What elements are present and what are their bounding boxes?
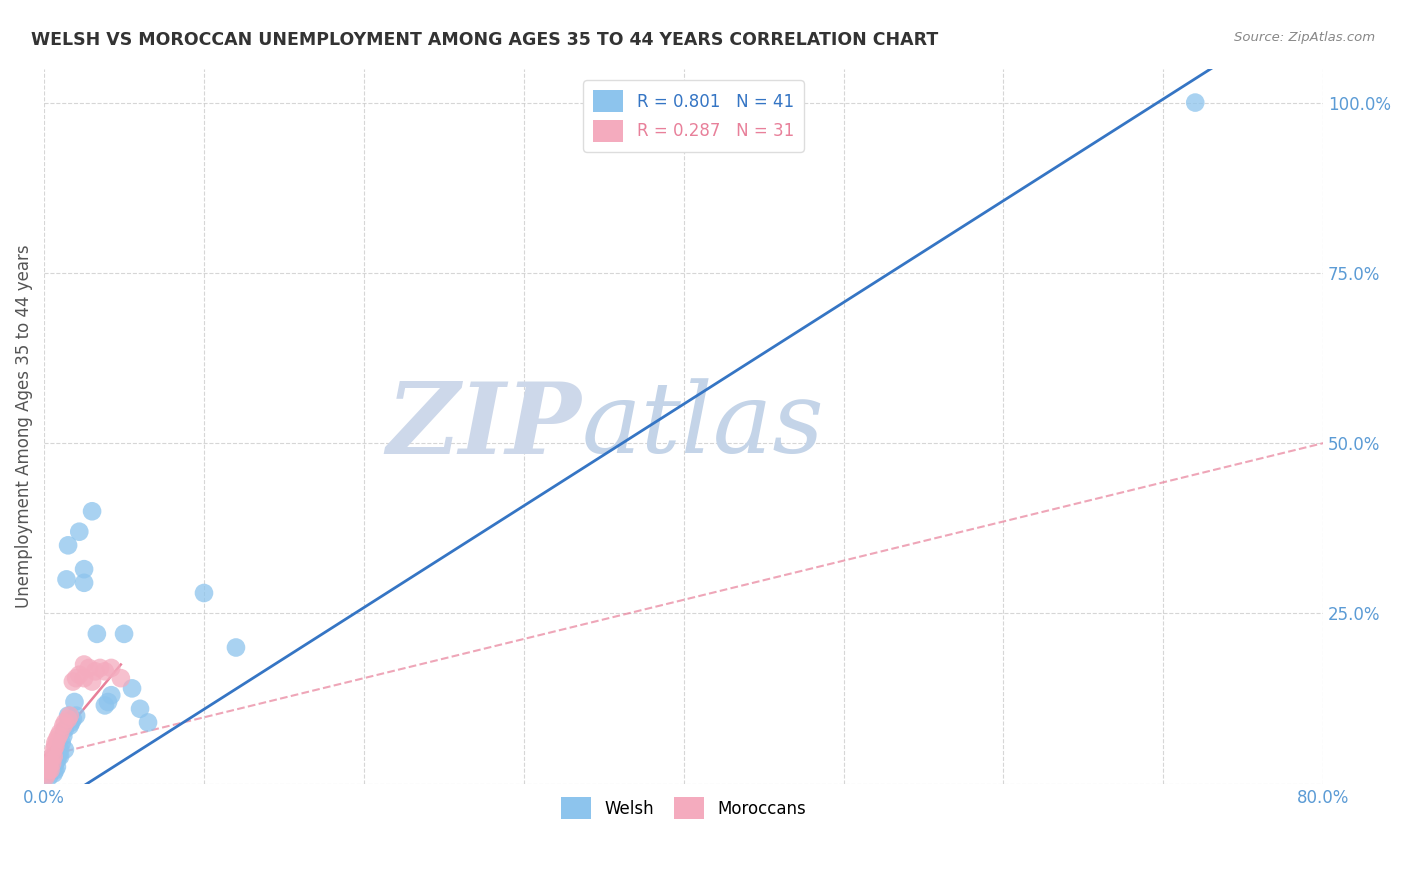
Point xyxy=(44,739,66,754)
Point xyxy=(44,756,66,771)
Point xyxy=(42,742,65,756)
Point xyxy=(62,712,84,726)
Point xyxy=(53,723,76,737)
Point xyxy=(73,575,96,590)
Point xyxy=(53,742,76,756)
Point xyxy=(80,504,103,518)
Point xyxy=(73,657,96,672)
Point xyxy=(56,708,79,723)
Point xyxy=(89,661,111,675)
Point xyxy=(1184,95,1206,110)
Point xyxy=(53,715,76,730)
Point xyxy=(193,586,215,600)
Point xyxy=(49,742,72,756)
Point xyxy=(624,95,647,110)
Point xyxy=(77,661,100,675)
Point xyxy=(86,627,108,641)
Point xyxy=(65,708,87,723)
Point xyxy=(45,760,67,774)
Point xyxy=(38,760,60,774)
Point xyxy=(94,698,117,713)
Point xyxy=(42,760,65,774)
Text: atlas: atlas xyxy=(581,378,824,474)
Legend: Welsh, Moroccans: Welsh, Moroccans xyxy=(554,790,813,825)
Point xyxy=(42,749,65,764)
Point xyxy=(41,749,63,764)
Point xyxy=(73,562,96,576)
Point xyxy=(48,749,70,764)
Point xyxy=(48,729,70,743)
Point xyxy=(100,661,122,675)
Point xyxy=(121,681,143,696)
Point xyxy=(49,749,72,764)
Point xyxy=(84,665,107,679)
Point xyxy=(45,753,67,767)
Point xyxy=(49,725,72,739)
Point xyxy=(44,736,66,750)
Point xyxy=(52,729,75,743)
Y-axis label: Unemployment Among Ages 35 to 44 years: Unemployment Among Ages 35 to 44 years xyxy=(15,244,32,608)
Point xyxy=(720,95,742,110)
Point xyxy=(100,688,122,702)
Point xyxy=(80,674,103,689)
Point xyxy=(39,763,62,777)
Point xyxy=(38,763,60,777)
Point xyxy=(65,671,87,685)
Point xyxy=(110,671,132,685)
Point xyxy=(45,732,67,747)
Point xyxy=(56,712,79,726)
Point xyxy=(59,708,82,723)
Point xyxy=(63,695,86,709)
Text: WELSH VS MOROCCAN UNEMPLOYMENT AMONG AGES 35 TO 44 YEARS CORRELATION CHART: WELSH VS MOROCCAN UNEMPLOYMENT AMONG AGE… xyxy=(31,31,938,49)
Point xyxy=(52,719,75,733)
Point xyxy=(56,538,79,552)
Point xyxy=(41,756,63,771)
Point xyxy=(38,770,60,784)
Point xyxy=(62,674,84,689)
Point xyxy=(59,719,82,733)
Point xyxy=(73,671,96,685)
Point xyxy=(44,763,66,777)
Point xyxy=(41,763,63,777)
Point xyxy=(136,715,159,730)
Text: ZIP: ZIP xyxy=(387,378,581,475)
Point xyxy=(67,524,90,539)
Point xyxy=(39,763,62,777)
Point xyxy=(35,770,58,784)
Point xyxy=(67,667,90,681)
Text: Source: ZipAtlas.com: Source: ZipAtlas.com xyxy=(1234,31,1375,45)
Point xyxy=(94,665,117,679)
Point xyxy=(97,695,120,709)
Point xyxy=(112,627,135,641)
Point xyxy=(129,702,152,716)
Point xyxy=(42,766,65,780)
Point xyxy=(225,640,247,655)
Point xyxy=(37,766,59,780)
Point xyxy=(60,715,83,730)
Point xyxy=(51,736,73,750)
Point xyxy=(39,756,62,771)
Point xyxy=(55,573,77,587)
